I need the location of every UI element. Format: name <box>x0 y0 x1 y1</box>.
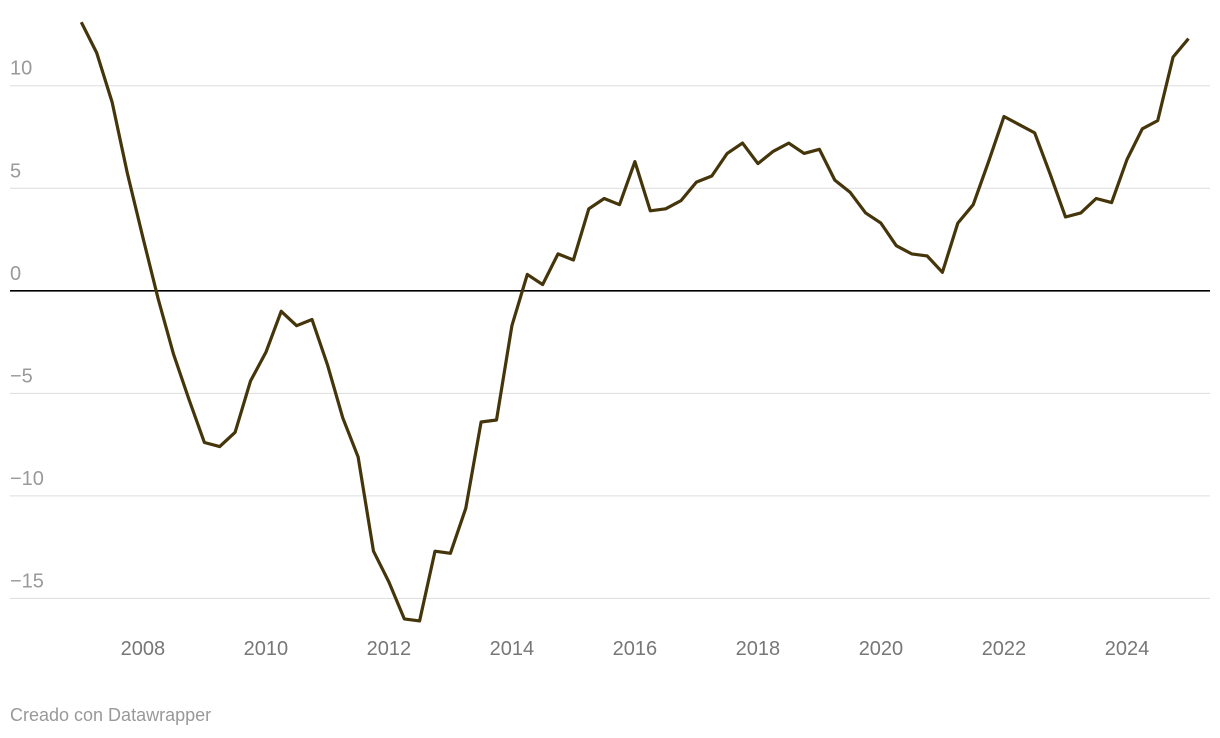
x-tick-label: 2020 <box>859 638 904 660</box>
x-tick-label: 2016 <box>613 638 658 660</box>
x-tick-label: 2012 <box>367 638 412 660</box>
y-tick-label: 10 <box>10 58 32 80</box>
y-tick-label: −5 <box>10 365 33 387</box>
x-tick-label: 2022 <box>982 638 1027 660</box>
x-tick-label: 2014 <box>490 638 535 660</box>
y-tick-label: −15 <box>10 570 44 592</box>
y-tick-label: 0 <box>10 263 21 285</box>
x-tick-label: 2024 <box>1105 638 1150 660</box>
footer: Creado con Datawrapper <box>10 705 211 725</box>
x-tick-label: 2008 <box>121 638 166 660</box>
x-tick-label: 2018 <box>736 638 781 660</box>
line-series <box>79 21 1190 623</box>
y-tick-label: −10 <box>10 468 44 490</box>
y-tick-label: 5 <box>10 160 21 182</box>
x-tick-label: 2010 <box>244 638 289 660</box>
